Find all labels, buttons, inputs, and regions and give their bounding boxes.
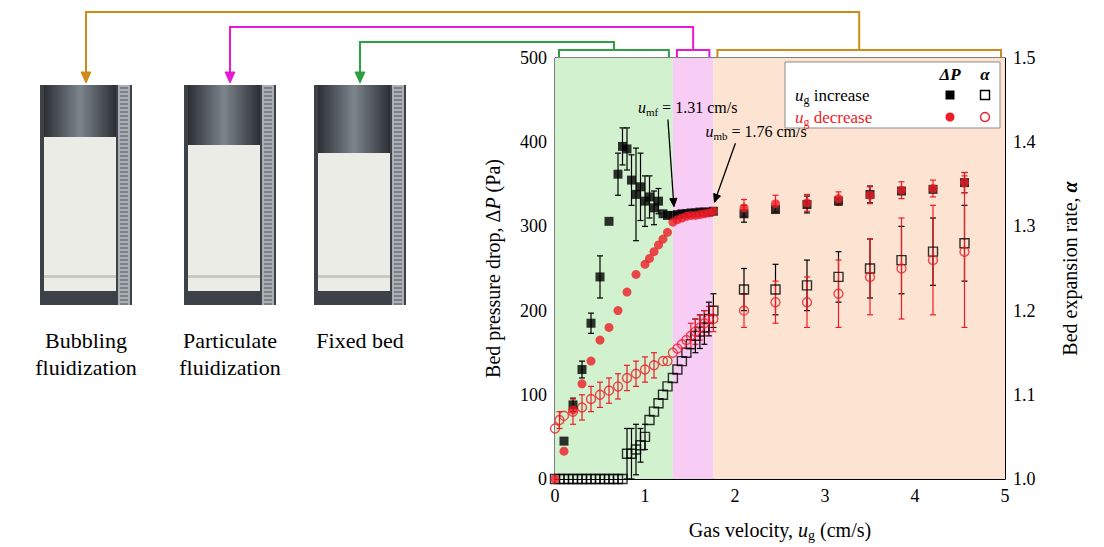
svg-text:1.4: 1.4 xyxy=(1013,132,1036,152)
svg-text:= 1.76 cm/s: = 1.76 cm/s xyxy=(727,122,807,140)
svg-text:increase: increase xyxy=(810,86,870,105)
svg-text:1.1: 1.1 xyxy=(1013,385,1036,405)
svg-text:mb: mb xyxy=(713,130,728,142)
svg-text:g: g xyxy=(803,114,810,129)
svg-text:5: 5 xyxy=(1001,486,1010,506)
svg-text:100: 100 xyxy=(520,385,547,405)
svg-text:500: 500 xyxy=(520,48,547,68)
svg-text:P: P xyxy=(482,197,504,210)
svg-text:decrease: decrease xyxy=(810,108,873,127)
svg-text:0: 0 xyxy=(538,469,547,489)
svg-text:Fixed bed: Fixed bed xyxy=(316,328,403,353)
svg-text:g: g xyxy=(808,528,815,543)
svg-text:= 1.31 cm/s: = 1.31 cm/s xyxy=(658,99,737,116)
svg-text:(Pa): (Pa) xyxy=(482,159,505,197)
svg-text:1.5: 1.5 xyxy=(1013,48,1036,68)
svg-text:Bed pressure drop, Δ: Bed pressure drop, Δ xyxy=(482,209,505,378)
svg-text:fluidization: fluidization xyxy=(35,355,136,380)
svg-text:mf: mf xyxy=(646,106,659,118)
svg-text:α: α xyxy=(1059,180,1081,192)
svg-text:3: 3 xyxy=(821,486,830,506)
svg-text:4: 4 xyxy=(911,486,920,506)
svg-text:u: u xyxy=(705,123,713,140)
svg-text:Gas velocity,: Gas velocity, xyxy=(689,519,798,542)
svg-text:(cm/s): (cm/s) xyxy=(815,519,871,542)
svg-text:2: 2 xyxy=(731,486,740,506)
svg-text:fluidization: fluidization xyxy=(179,355,280,380)
svg-text:1.3: 1.3 xyxy=(1013,216,1036,236)
svg-text:u: u xyxy=(638,99,646,116)
svg-text:u: u xyxy=(795,86,804,105)
svg-text:300: 300 xyxy=(520,216,547,236)
svg-text:Particulate: Particulate xyxy=(183,328,277,353)
svg-text:ΔP: ΔP xyxy=(938,65,961,84)
svg-text:α: α xyxy=(980,65,990,84)
svg-text:g: g xyxy=(803,92,810,107)
svg-text:200: 200 xyxy=(520,301,547,321)
svg-text:u: u xyxy=(795,108,804,127)
svg-text:Bubbling: Bubbling xyxy=(45,328,127,353)
svg-text:1.0: 1.0 xyxy=(1013,469,1036,489)
svg-text:1: 1 xyxy=(641,486,650,506)
svg-text:400: 400 xyxy=(520,132,547,152)
svg-text:u: u xyxy=(798,519,808,541)
svg-text:1.2: 1.2 xyxy=(1013,301,1036,321)
svg-text:0: 0 xyxy=(551,486,560,506)
svg-text:Bed expansion rate,: Bed expansion rate, xyxy=(1059,192,1082,355)
